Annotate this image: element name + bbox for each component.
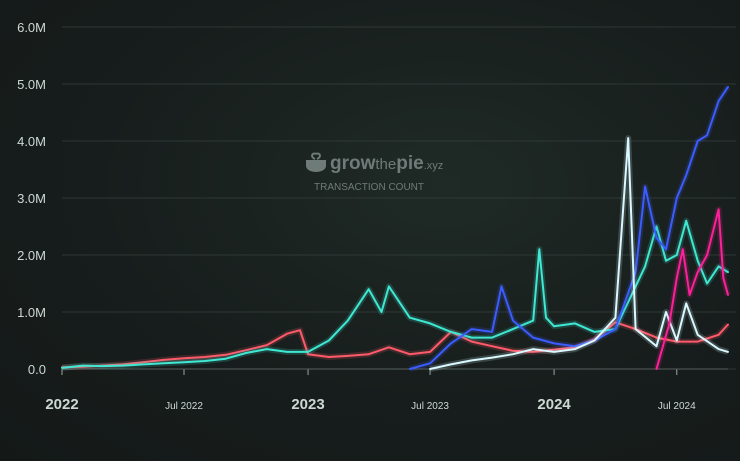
series-lines — [61, 85, 731, 372]
watermark-brand-tld: .xyz — [424, 160, 444, 172]
watermark-brand-prefix: grow — [330, 153, 376, 174]
x-tick-label-0: 2022 — [45, 396, 78, 413]
x-tick-label-4: 2024 — [537, 396, 571, 413]
y-tick-label-4: 4.0M — [17, 134, 46, 149]
x-tick-label-3: Jul 2023 — [411, 401, 449, 412]
series-line-0 — [61, 321, 729, 369]
y-tick-label-6: 6.0M — [17, 20, 46, 35]
watermark-brand-suffix: pie — [396, 153, 423, 174]
x-tick-label-1: Jul 2022 — [165, 401, 203, 412]
series-line-4 — [655, 208, 729, 370]
x-tick-label-5: Jul 2024 — [658, 401, 696, 412]
series-line-3 — [429, 137, 729, 370]
y-axis-ticks: 0.0 1.0M 2.0M 3.0M 4.0M 5.0M 6.0M — [17, 20, 46, 377]
series-line-1 — [61, 219, 729, 369]
y-tick-label-5: 5.0M — [17, 77, 46, 92]
pie-logo-icon — [306, 152, 326, 172]
y-tick-label-1: 1.0M — [17, 305, 46, 320]
watermark: growthepie.xyz TRANSACTION COUNT — [306, 152, 443, 193]
watermark-brand-mid: the — [375, 156, 396, 173]
series-line-2 — [408, 85, 729, 370]
x-axis-ticks: 2022 Jul 2022 2023 Jul 2023 2024 Jul 2024 — [45, 368, 728, 413]
x-tick-label-2: 2023 — [291, 396, 324, 413]
gridlines — [62, 26, 736, 370]
y-tick-label-0: 0.0 — [28, 362, 46, 377]
y-tick-label-2: 2.0M — [17, 248, 46, 263]
svg-text:growthepie.xyz: growthepie.xyz — [330, 153, 443, 174]
y-tick-label-3: 3.0M — [17, 191, 46, 206]
chart-subtitle: TRANSACTION COUNT — [314, 182, 424, 193]
